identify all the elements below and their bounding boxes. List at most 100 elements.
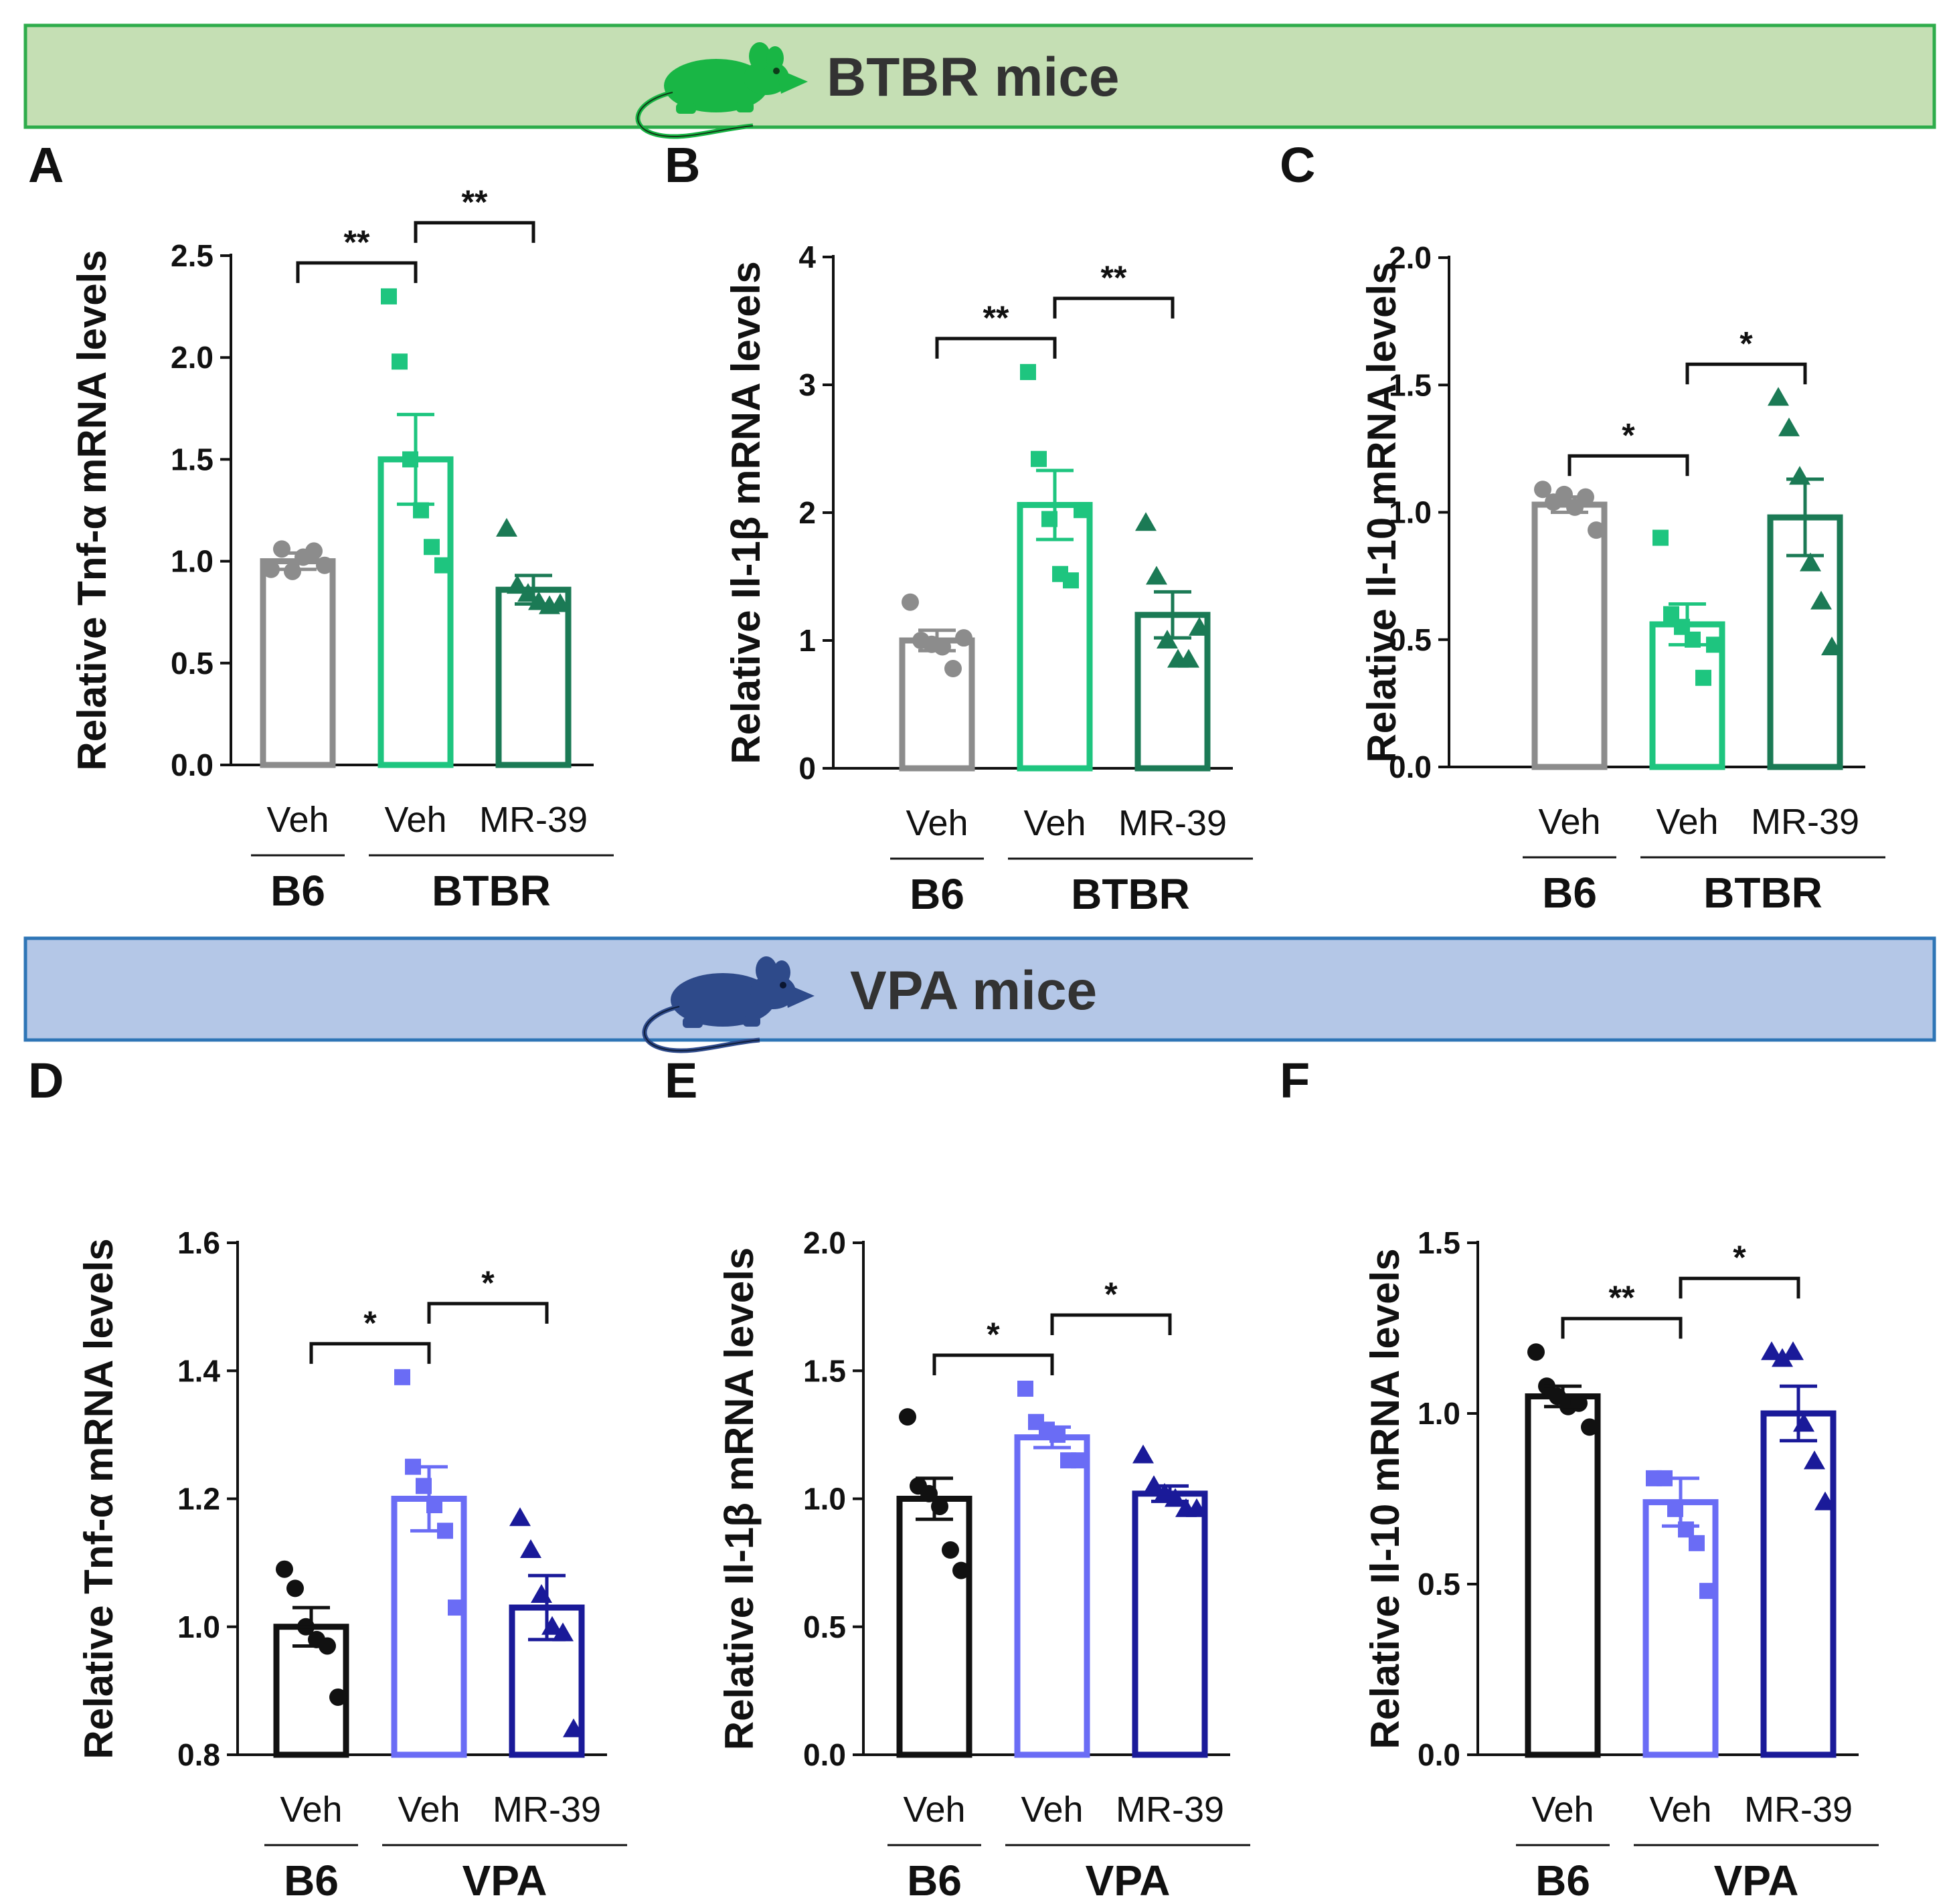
data-point bbox=[273, 540, 290, 558]
x-tick-label: MR-39 bbox=[493, 1790, 601, 1830]
significance-bracket bbox=[932, 1353, 1054, 1376]
section-title: VPA mice bbox=[850, 960, 1097, 1021]
data-point bbox=[316, 556, 333, 574]
y-tick-label: 2.0 bbox=[171, 340, 214, 375]
data-point bbox=[1652, 529, 1669, 546]
y-axis-label: Relative Tnf-α mRNA levels bbox=[76, 1238, 121, 1759]
significance-label: * bbox=[1733, 1239, 1746, 1276]
x-tick-label: Veh bbox=[266, 800, 329, 840]
data-point bbox=[509, 1507, 531, 1527]
data-point bbox=[1063, 572, 1079, 589]
x-tick-label: Veh bbox=[1023, 803, 1086, 843]
data-point bbox=[1017, 1381, 1033, 1397]
y-tick-label: 1.5 bbox=[1389, 367, 1432, 402]
y-axis-label: Relative Tnf-α mRNA levels bbox=[70, 250, 114, 770]
chart-panel-a: A Relative Tnf-α mRNA levels 0.0 0.5 1.0 1.5 2… bbox=[28, 137, 614, 915]
data-point bbox=[1695, 669, 1711, 686]
group-label: B6 bbox=[907, 1856, 962, 1904]
y-tick-label: 3 bbox=[798, 367, 816, 402]
y-axis-label: Relative Il-10 mRNA levels bbox=[1363, 1248, 1408, 1749]
data-point bbox=[552, 1622, 574, 1642]
data-point bbox=[1186, 1498, 1207, 1517]
data-point bbox=[305, 542, 323, 560]
group-label: B6 bbox=[1542, 869, 1597, 917]
mouse-icon bbox=[642, 956, 815, 1053]
group-label: BTBR bbox=[1703, 869, 1822, 917]
y-tick-label: 0.5 bbox=[803, 1610, 846, 1644]
data-point bbox=[1031, 450, 1047, 467]
y-axis-label: Relative Il-10 mRNA levels bbox=[1359, 262, 1404, 762]
x-tick-label: MR-39 bbox=[1751, 802, 1859, 842]
x-tick-label: Veh bbox=[384, 800, 446, 840]
y-tick-label: 1.4 bbox=[177, 1353, 220, 1388]
bar bbox=[260, 558, 336, 768]
data-point bbox=[434, 557, 450, 574]
significance-label: ** bbox=[983, 299, 1009, 337]
y-axis-label: Relative Il-1β mRNA levels bbox=[717, 1247, 762, 1750]
group-label: B6 bbox=[1535, 1856, 1590, 1904]
bar bbox=[1525, 1393, 1601, 1758]
data-point bbox=[1768, 387, 1789, 406]
data-point bbox=[1132, 1444, 1154, 1464]
panel-letter: D bbox=[28, 1053, 64, 1108]
bar bbox=[1014, 1434, 1090, 1758]
y-axis-label: Relative Il-1β mRNA levels bbox=[724, 261, 768, 764]
x-tick-label: Veh bbox=[1021, 1790, 1083, 1830]
banner-box bbox=[23, 23, 1936, 129]
group-label: BTBR bbox=[432, 867, 551, 915]
data-point bbox=[549, 593, 571, 612]
significance-bracket bbox=[1561, 1316, 1683, 1339]
x-tick-label: Veh bbox=[1649, 1790, 1711, 1830]
y-tick-label: 1.5 bbox=[171, 442, 214, 477]
significance-bracket bbox=[1050, 1313, 1172, 1336]
data-point bbox=[955, 629, 972, 647]
data-point bbox=[899, 1408, 916, 1426]
chart-panel-b: B Relative Il-1β mRNA levels 0 1 2 3 4 Veh Veh MR… bbox=[665, 137, 1253, 918]
x-tick-label: Veh bbox=[906, 803, 968, 843]
data-point bbox=[1804, 1450, 1825, 1470]
y-tick-label: 1.2 bbox=[177, 1482, 220, 1517]
significance-label: ** bbox=[1609, 1279, 1635, 1316]
data-point bbox=[1135, 512, 1157, 531]
data-point bbox=[448, 1599, 464, 1616]
significance-label: * bbox=[481, 1264, 495, 1302]
x-tick-label: MR-39 bbox=[1116, 1790, 1224, 1830]
section-banner-btbr: BTBR mice bbox=[23, 23, 1936, 139]
x-tick-label: Veh bbox=[903, 1790, 965, 1830]
data-point bbox=[1782, 1341, 1804, 1361]
x-tick-label: Veh bbox=[1531, 1790, 1594, 1830]
y-tick-label: 1.0 bbox=[1389, 495, 1432, 530]
y-tick-label: 0.0 bbox=[803, 1737, 846, 1772]
data-point bbox=[1020, 363, 1036, 380]
bar bbox=[1132, 1490, 1208, 1758]
chart-panel-e: E Relative Il-1β mRNA levels 0.0 0.5 1.0 1.5 2… bbox=[665, 1053, 1250, 1904]
data-point bbox=[902, 593, 919, 611]
group-label: BTBR bbox=[1071, 870, 1190, 918]
data-point bbox=[1071, 1452, 1087, 1469]
data-point bbox=[1689, 1535, 1705, 1551]
data-point bbox=[286, 1579, 304, 1597]
group-label: VPA bbox=[1086, 1856, 1171, 1904]
y-tick-label: 1.0 bbox=[177, 1610, 220, 1644]
significance-bracket bbox=[296, 261, 418, 283]
panel-letter: C bbox=[1280, 137, 1315, 193]
mouse-icon bbox=[635, 42, 808, 139]
significance-label: * bbox=[363, 1304, 377, 1342]
chart-panel-d: D Relative Tnf-α mRNA levels 0.8 1.0 1.2 1.4 1… bbox=[28, 1053, 627, 1904]
data-point bbox=[381, 288, 397, 305]
chart-panel-f: F Relative Il-10 mRNA levels 0.0 0.5 1.0 1.5 V… bbox=[1280, 1053, 1879, 1904]
y-tick-label: 0.0 bbox=[1418, 1737, 1460, 1772]
x-tick-label: Veh bbox=[1656, 802, 1718, 842]
y-tick-label: 1.5 bbox=[803, 1353, 846, 1388]
y-tick-label: 1.0 bbox=[803, 1482, 846, 1517]
y-tick-label: 1.0 bbox=[171, 544, 214, 579]
significance-bracket bbox=[935, 337, 1057, 359]
data-point bbox=[1814, 1491, 1836, 1510]
y-tick-label: 1 bbox=[798, 623, 816, 658]
data-point bbox=[1778, 417, 1800, 436]
y-tick-label: 2.0 bbox=[803, 1225, 846, 1260]
x-tick-label: Veh bbox=[398, 1790, 460, 1830]
y-tick-label: 1.0 bbox=[1418, 1396, 1460, 1431]
